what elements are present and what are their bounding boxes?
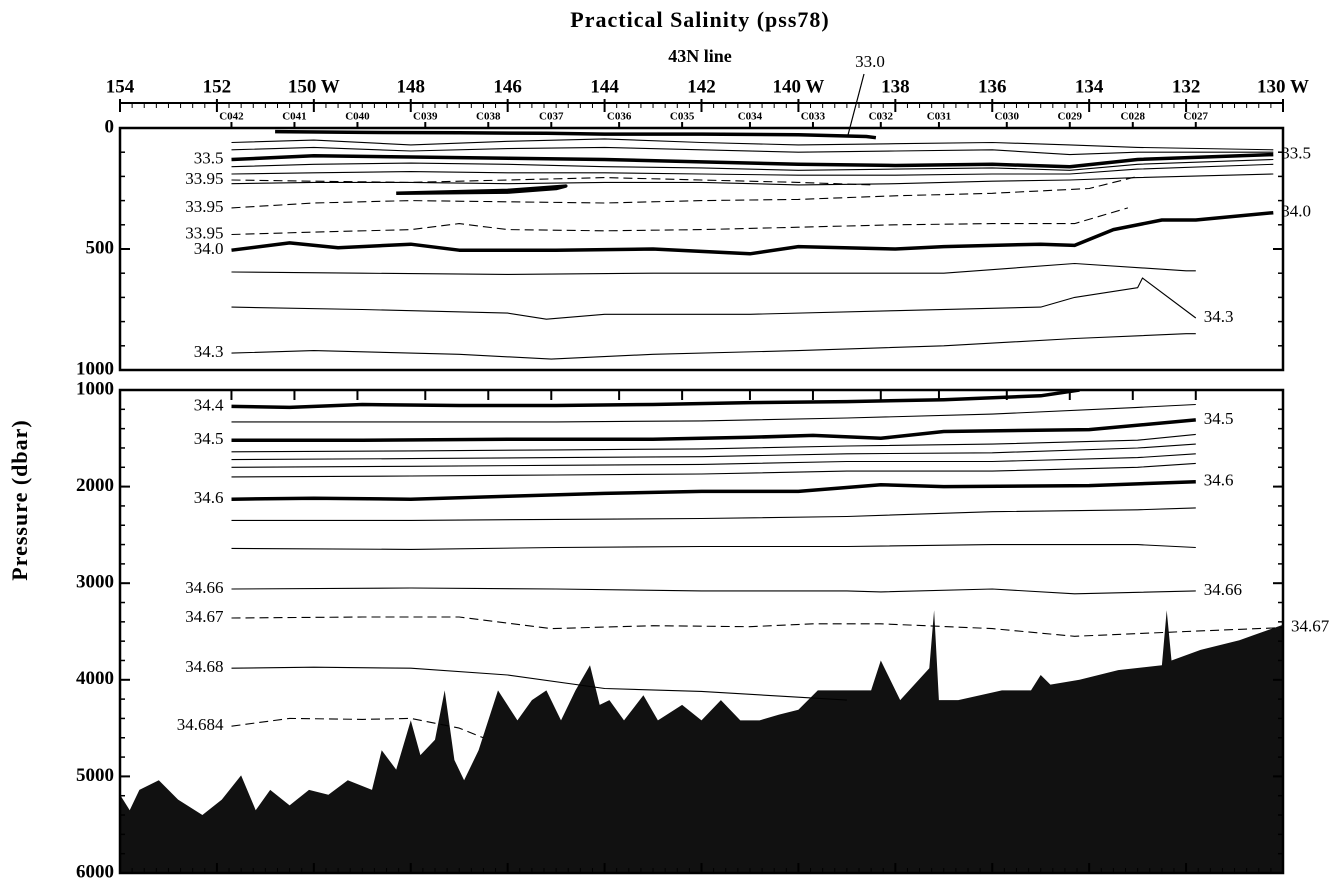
station-label: C041: [282, 111, 306, 123]
contour-line: [231, 666, 847, 701]
contour-line: [231, 333, 1196, 360]
y-tick-label: 1000: [76, 358, 114, 379]
contour-line: [231, 403, 1196, 423]
contour-label: 34.684: [177, 715, 224, 734]
x-tick-label: 142: [687, 76, 716, 97]
x-tick-label: 150 W: [288, 76, 340, 97]
y-tick-label: 5000: [76, 765, 114, 786]
y-tick-label: 6000: [76, 861, 114, 882]
station-label: C037: [539, 111, 564, 123]
contour-label: 34.5: [1204, 409, 1234, 428]
contour-line: [231, 277, 1197, 320]
contour-label: 34.6: [1204, 471, 1234, 490]
station-label: C032: [869, 111, 894, 123]
y-tick-label: 1000: [76, 378, 114, 399]
x-tick-label: 148: [397, 76, 426, 97]
contour-line: [231, 173, 1274, 186]
x-tick-label: 146: [493, 76, 522, 97]
x-tick-label: 152: [203, 76, 232, 97]
x-tick-label: 130 W: [1257, 76, 1309, 97]
contour-label: 34.6: [194, 488, 224, 507]
chart-title: Practical Salinity (pss78): [570, 7, 829, 32]
contour-line: [231, 462, 1196, 478]
contour-line: [231, 177, 872, 186]
y-tick-label: 4000: [76, 668, 114, 689]
contour-line: [231, 443, 1196, 461]
station-label: C030: [995, 111, 1020, 123]
x-tick-label: 144: [590, 76, 619, 97]
station-label: C033: [801, 111, 826, 123]
contour-line: [231, 616, 1283, 637]
contour-label: 33.5: [1281, 144, 1311, 163]
contour-line: [231, 158, 1274, 171]
station-label: C042: [219, 111, 244, 123]
contour-line: [231, 587, 1196, 595]
station-label: C038: [476, 111, 501, 123]
contour-label: 33.95: [185, 169, 223, 188]
x-tick-label: 154: [106, 76, 135, 97]
contour-line: [396, 184, 568, 196]
contour-line: [231, 544, 1196, 550]
station-label: C027: [1184, 111, 1209, 123]
contour-line: [231, 163, 1274, 176]
y-axis-label: Pressure (dbar): [7, 419, 32, 580]
contour-label: 34.68: [185, 657, 223, 676]
contour-line: [231, 480, 1196, 501]
contour-label: 34.4: [194, 395, 224, 414]
station-label: C039: [413, 111, 438, 123]
contour-line: [231, 717, 484, 739]
contour-label: 34.3: [1204, 307, 1234, 326]
annotation-leader: [847, 73, 865, 136]
contour-label: 34.3: [194, 342, 224, 361]
x-tick-label: 140 W: [772, 76, 824, 97]
contour-label: 34.66: [1204, 580, 1242, 599]
contour-label: 34.67: [185, 607, 224, 626]
contour-line: [231, 507, 1196, 521]
chart-subtitle: 43N line: [668, 46, 732, 66]
contour-label: 34.67: [1291, 617, 1330, 636]
station-label: C036: [607, 111, 632, 123]
contour-line: [231, 152, 1274, 169]
y-tick-label: 500: [86, 237, 115, 258]
station-label: C028: [1121, 111, 1146, 123]
contour-label: 33.5: [194, 148, 224, 167]
x-tick-label: 132: [1172, 76, 1201, 97]
x-tick-label: 134: [1075, 76, 1104, 97]
contour-line: [231, 210, 1274, 256]
y-tick-label: 2000: [76, 475, 114, 496]
x-tick-label: 138: [881, 76, 910, 97]
contour-line: [231, 207, 1129, 236]
annotation: 33.0: [855, 52, 885, 71]
contour-line: [231, 138, 1274, 151]
contour-line: [231, 262, 1196, 275]
station-label: C031: [927, 111, 951, 123]
contour-line: [231, 175, 1138, 209]
y-tick-label: 0: [105, 116, 115, 137]
contour-line: [231, 146, 1274, 156]
station-label: C034: [738, 111, 763, 123]
contour-line: [231, 453, 1196, 468]
contour-label: 33.95: [185, 197, 223, 216]
contour-label: 34.0: [1281, 202, 1311, 221]
contour-label: 34.66: [185, 578, 223, 597]
station-label: C029: [1058, 111, 1083, 123]
station-label: C040: [345, 111, 370, 123]
contour-label: 33.95: [185, 223, 223, 242]
bathymetry: [120, 610, 1283, 873]
contour-line: [275, 129, 877, 140]
contour-line: [231, 390, 1080, 410]
y-tick-label: 3000: [76, 572, 114, 593]
contour-label: 34.0: [194, 239, 224, 258]
contour-line: [231, 418, 1196, 442]
x-tick-label: 136: [978, 76, 1007, 97]
contour-line: [231, 433, 1196, 453]
station-label: C035: [670, 111, 695, 123]
contour-label: 34.5: [194, 429, 224, 448]
